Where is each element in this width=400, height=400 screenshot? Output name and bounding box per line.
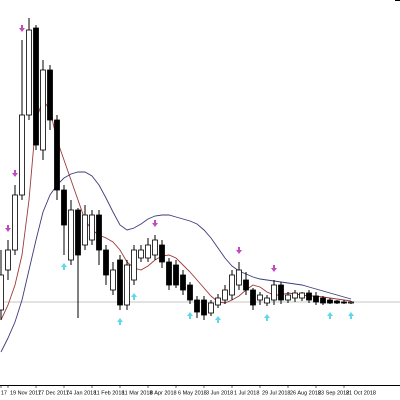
candle-body: [243, 279, 249, 291]
candle-body: [40, 69, 46, 151]
candle-body: [145, 244, 151, 259]
x-tick-label: 29 Jul 2018: [262, 390, 290, 396]
down-arrow: [12, 170, 18, 177]
candle-body: [285, 294, 291, 301]
down-arrow: [236, 247, 242, 254]
candle-body: [208, 302, 214, 314]
up-arrow: [131, 293, 137, 300]
candle-body: [26, 29, 32, 116]
candle-body: [82, 214, 88, 246]
candle-body: [47, 69, 53, 121]
candle-body: [68, 209, 74, 261]
candle-body: [19, 114, 25, 196]
candle-body: [173, 264, 179, 286]
candle-body: [327, 299, 333, 304]
candle-body: [257, 294, 263, 301]
up-arrow: [327, 312, 333, 319]
up-arrow: [117, 318, 123, 325]
down-arrow: [152, 220, 158, 227]
candle-body: [292, 292, 298, 299]
candle-body: [110, 269, 116, 291]
candle-body: [159, 244, 165, 263]
candle-body: [5, 249, 11, 271]
candle-body: [320, 297, 326, 304]
down-arrow: [5, 225, 11, 232]
up-arrow: [348, 312, 354, 319]
x-tick-label: 11 Mar 2018: [122, 390, 152, 396]
candle-body: [250, 289, 256, 306]
candle-body: [271, 284, 277, 301]
x-tick-label: 17 Dec 2017: [38, 390, 69, 396]
candle-body: [341, 301, 347, 304]
candle-body: [138, 249, 144, 259]
candle-body: [33, 27, 39, 146]
candle-body: [166, 261, 172, 286]
candle-body: [12, 194, 18, 251]
x-tick-label: 23 Sep 2018: [318, 390, 349, 396]
candle-body: [306, 292, 312, 301]
up-arrow: [187, 312, 193, 319]
down-arrow: [271, 265, 277, 272]
x-tick-label: 11 Feb 2018: [94, 390, 124, 396]
candle-body: [348, 301, 354, 304]
candle-body: [96, 214, 102, 251]
x-tick-label: 19 Nov 2017: [10, 390, 41, 396]
candle-body: [313, 295, 319, 303]
x-tick-label: 26 Aug 2018: [290, 390, 321, 396]
x-tick-label: 8 Apr 2018: [150, 390, 177, 396]
candle-body: [299, 292, 305, 299]
candle-body: [124, 264, 130, 306]
candle-body: [222, 289, 228, 301]
up-arrow: [264, 314, 270, 321]
down-arrow: [19, 25, 25, 32]
candle-body: [236, 269, 242, 286]
candle-body: [201, 299, 207, 316]
x-tick-label: 14 Jan 2018: [66, 390, 96, 396]
candle-body: [334, 300, 340, 304]
up-arrow: [61, 263, 67, 270]
x-tick-label: 6 May 2018: [178, 390, 207, 396]
candle-body: [61, 189, 67, 226]
candle-body: [0, 274, 4, 311]
x-tick-label: 17: [1, 390, 7, 396]
candle-body: [215, 297, 221, 306]
candle-body: [103, 249, 109, 276]
x-tick-label: 3 Jun 2018: [206, 390, 233, 396]
x-tick-label: 21 Oct 2018: [346, 390, 376, 396]
x-tick-label: 1 Jul 2018: [234, 390, 259, 396]
candle-body: [194, 299, 200, 313]
candle-body: [278, 284, 284, 301]
candle-body: [54, 119, 60, 191]
candle-body: [89, 214, 95, 241]
candle-body: [117, 259, 123, 306]
candle-body: [180, 274, 186, 291]
candle-body: [131, 249, 137, 281]
candle-body: [229, 274, 235, 296]
up-arrow: [215, 316, 221, 323]
candle-body: [264, 297, 270, 304]
candle-body: [152, 239, 158, 256]
candle-body: [187, 284, 193, 301]
candle-body: [75, 209, 81, 256]
